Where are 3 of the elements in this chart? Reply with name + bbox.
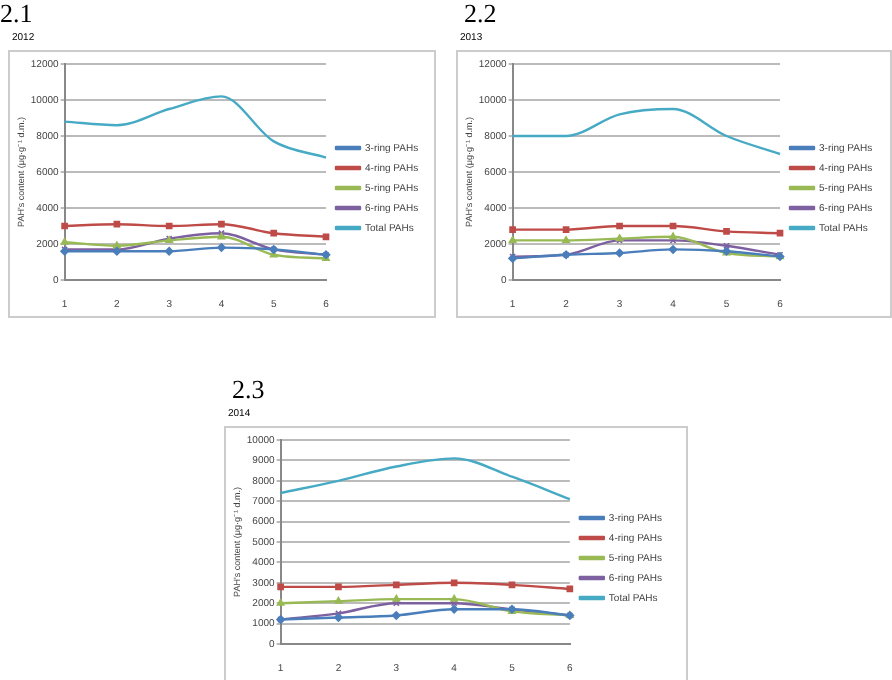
chart-title: 2.2 <box>464 0 499 28</box>
chart-title: 2.1 <box>0 0 35 28</box>
chart-title: 2.3 <box>232 374 267 404</box>
